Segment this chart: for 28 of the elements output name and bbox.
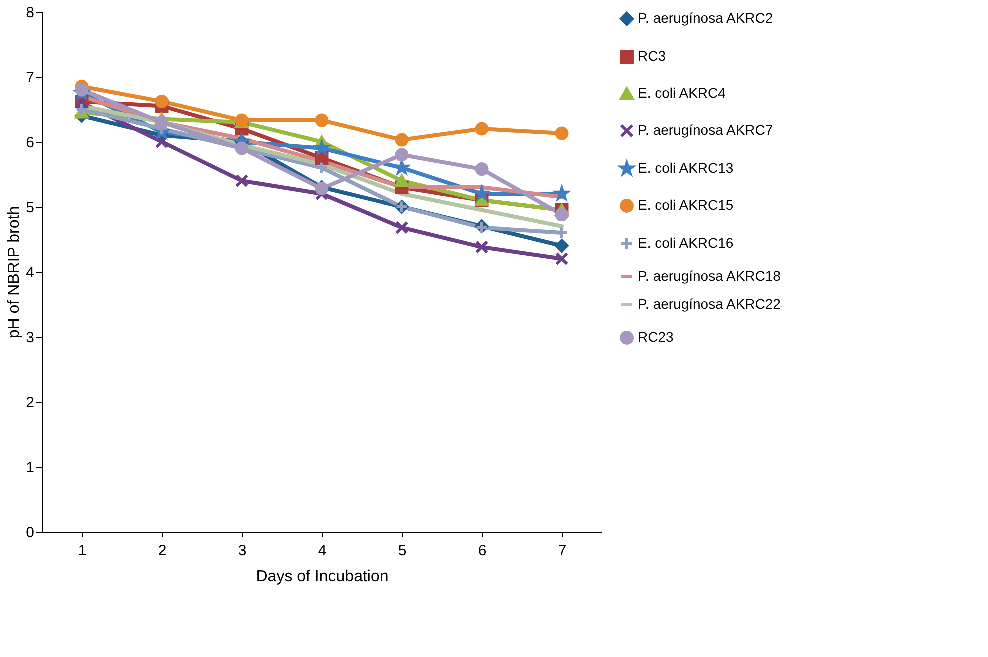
y-tick-label: 8 bbox=[26, 4, 34, 22]
x-tick-label: 2 bbox=[158, 542, 167, 560]
x-tick-label: 6 bbox=[478, 542, 487, 560]
x-tick-label: 1 bbox=[78, 542, 87, 560]
y-tick-label: 2 bbox=[26, 394, 34, 412]
x-tick-label: 3 bbox=[238, 542, 247, 560]
y-tick-label: 5 bbox=[26, 200, 34, 216]
legend-label: E. coli AKRC15 bbox=[638, 197, 734, 213]
y-tick-label: 1 bbox=[26, 460, 34, 476]
y-tick-label: 6 bbox=[26, 134, 34, 152]
legend-label: E. coli AKRC16 bbox=[638, 235, 734, 251]
legend-label: P. aerugínosa AKRC2 bbox=[638, 10, 774, 26]
y-tick-label: 4 bbox=[26, 264, 34, 282]
x-tick-label: 7 bbox=[558, 542, 567, 560]
legend-label: P. aerugínosa AKRC7 bbox=[638, 122, 774, 138]
legend-label: RC3 bbox=[638, 48, 666, 64]
legend-label: E. coli AKRC13 bbox=[638, 160, 734, 176]
legend-label: E. coli AKRC4 bbox=[638, 85, 726, 101]
y-tick-label: 0 bbox=[26, 524, 34, 542]
legend-label: RC23 bbox=[638, 329, 674, 345]
y-axis-title: pH of NBRIP broth bbox=[6, 206, 24, 339]
y-tick-label: 3 bbox=[26, 330, 34, 346]
legend-label: P. aerugínosa AKRC22 bbox=[638, 296, 782, 312]
legend-label: P. aerugínosa AKRC18 bbox=[638, 268, 782, 284]
x-axis-title: Days of Incubation bbox=[256, 568, 389, 586]
x-tick-label: 5 bbox=[398, 542, 407, 560]
x-tick-label: 4 bbox=[318, 542, 327, 560]
y-tick-label: 7 bbox=[26, 70, 34, 86]
